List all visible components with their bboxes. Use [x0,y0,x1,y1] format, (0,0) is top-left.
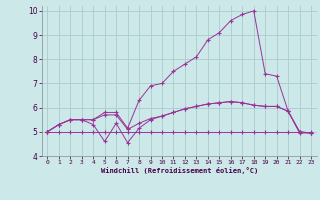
X-axis label: Windchill (Refroidissement éolien,°C): Windchill (Refroidissement éolien,°C) [100,167,258,174]
